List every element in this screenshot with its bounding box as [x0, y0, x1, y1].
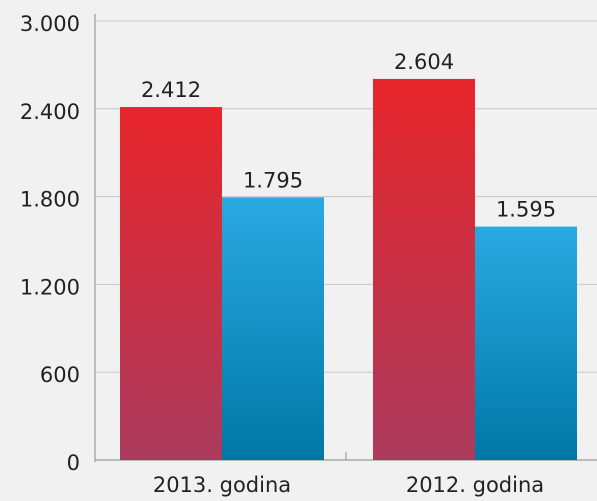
x-tick-label: 2013. godina	[153, 473, 291, 497]
bar	[373, 78, 475, 460]
y-tick-label: 2.400	[20, 100, 80, 124]
y-tick-label: 1.800	[20, 188, 80, 212]
value-label: 1.795	[243, 168, 303, 192]
y-tick-label: 0	[67, 451, 80, 475]
bar	[222, 197, 324, 460]
value-label: 2.412	[141, 78, 201, 102]
value-label: 2.604	[394, 50, 454, 74]
y-tick-label: 1.200	[20, 275, 80, 299]
y-tick-label: 600	[40, 363, 80, 387]
bar	[475, 226, 577, 460]
x-tick-label: 2012. godina	[406, 473, 544, 497]
value-label: 1.595	[496, 198, 556, 222]
y-tick-label: 3.000	[20, 12, 80, 36]
bar	[120, 107, 222, 460]
